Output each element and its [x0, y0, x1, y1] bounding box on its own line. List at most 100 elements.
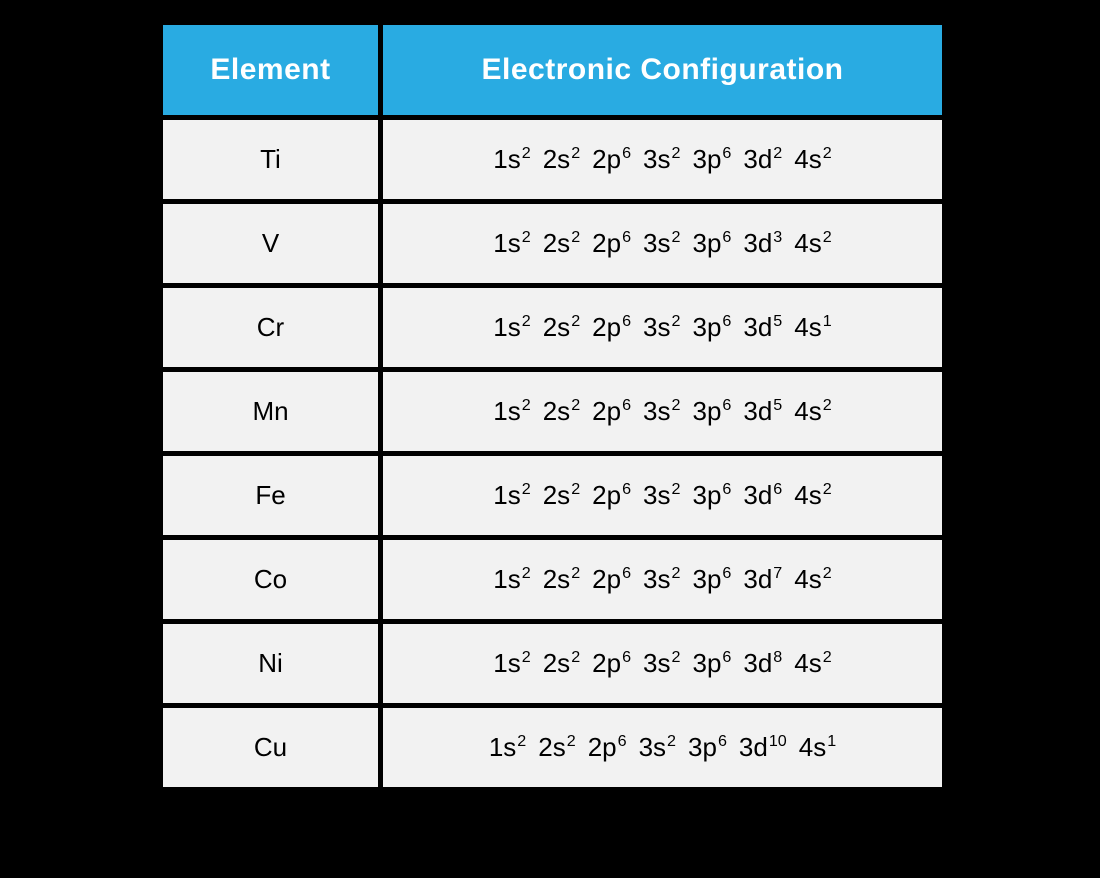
orbital-superscript: 2 [571, 144, 580, 162]
orbital-label: 1s [493, 228, 520, 258]
orbital-superscript: 2 [571, 396, 580, 414]
orbital-label: 4s [794, 480, 821, 510]
element-cell: V [161, 202, 381, 286]
orbital: 2s2 [543, 228, 580, 259]
orbital-superscript: 8 [773, 648, 782, 666]
orbital-label: 3s [643, 648, 670, 678]
orbital: 1s2 [493, 480, 530, 511]
orbital-superscript: 6 [773, 480, 782, 498]
orbital-label: 2p [592, 312, 621, 342]
orbital-label: 2p [592, 228, 621, 258]
orbital-superscript: 6 [622, 228, 631, 246]
orbital-label: 3p [692, 480, 721, 510]
orbital-superscript: 6 [722, 480, 731, 498]
orbital-label: 2p [592, 144, 621, 174]
config-cell: 1s22s22p63s23p63d54s1 [381, 286, 945, 370]
config-cell: 1s22s22p63s23p63d34s2 [381, 202, 945, 286]
orbital-superscript: 6 [622, 564, 631, 582]
orbital-label: 3d [743, 564, 772, 594]
stage: Element Electronic Configuration Ti1s22s… [0, 0, 1100, 878]
orbital: 3d5 [743, 396, 782, 427]
orbital: 3d8 [743, 648, 782, 679]
table-row: Co1s22s22p63s23p63d74s2 [161, 538, 945, 622]
col-header-config: Electronic Configuration [381, 23, 945, 118]
config-cell: 1s22s22p63s23p63d104s1 [381, 706, 945, 790]
orbital: 4s1 [794, 312, 831, 343]
orbital-label: 3d [743, 312, 772, 342]
table-row: Cu1s22s22p63s23p63d104s1 [161, 706, 945, 790]
orbital: 2p6 [592, 648, 631, 679]
orbital-label: 2s [543, 312, 570, 342]
orbital-label: 1s [493, 396, 520, 426]
orbital: 4s2 [794, 648, 831, 679]
orbital: 3s2 [643, 396, 680, 427]
orbital-label: 2s [543, 648, 570, 678]
orbital-superscript: 3 [773, 228, 782, 246]
config-cell: 1s22s22p63s23p63d24s2 [381, 118, 945, 202]
orbital: 1s2 [489, 732, 526, 763]
orbital-superscript: 2 [571, 648, 580, 666]
orbital-superscript: 2 [823, 648, 832, 666]
table-body: Ti1s22s22p63s23p63d24s2V1s22s22p63s23p63… [161, 118, 945, 790]
orbital: 3p6 [692, 648, 731, 679]
orbital-superscript: 2 [823, 228, 832, 246]
orbital-label: 2s [543, 228, 570, 258]
orbital-superscript: 6 [622, 312, 631, 330]
orbital-superscript: 6 [722, 144, 731, 162]
orbital-label: 3p [692, 564, 721, 594]
col-header-element: Element [161, 23, 381, 118]
orbital: 2p6 [592, 480, 631, 511]
orbital-superscript: 2 [522, 144, 531, 162]
orbital-label: 1s [489, 732, 516, 762]
orbital: 4s2 [794, 396, 831, 427]
orbital-label: 1s [493, 144, 520, 174]
orbital-label: 3d [743, 144, 772, 174]
config-cell: 1s22s22p63s23p63d54s2 [381, 370, 945, 454]
orbital: 2p6 [588, 732, 627, 763]
orbital-label: 1s [493, 312, 520, 342]
orbital: 3s2 [643, 648, 680, 679]
orbital-superscript: 2 [571, 564, 580, 582]
orbital: 2s2 [538, 732, 575, 763]
orbital-label: 4s [799, 732, 826, 762]
orbital-label: 2p [592, 480, 621, 510]
orbital: 2p6 [592, 228, 631, 259]
orbital-label: 2s [543, 480, 570, 510]
orbital-superscript: 6 [622, 480, 631, 498]
orbital-superscript: 2 [522, 228, 531, 246]
orbital: 4s2 [794, 564, 831, 595]
orbital-superscript: 6 [622, 144, 631, 162]
orbital-superscript: 2 [522, 648, 531, 666]
orbital: 3s2 [639, 732, 676, 763]
table-row: Mn1s22s22p63s23p63d54s2 [161, 370, 945, 454]
orbital-label: 3d [739, 732, 768, 762]
orbital-label: 4s [794, 312, 821, 342]
orbital-label: 4s [794, 144, 821, 174]
orbital: 4s2 [794, 144, 831, 175]
orbital-label: 1s [493, 648, 520, 678]
orbital: 3s2 [643, 480, 680, 511]
orbital: 2s2 [543, 144, 580, 175]
orbital: 3p6 [692, 312, 731, 343]
orbital: 2s2 [543, 396, 580, 427]
orbital-label: 3d [743, 228, 772, 258]
orbital-label: 1s [493, 564, 520, 594]
orbital-superscript: 2 [522, 396, 531, 414]
orbital: 3p6 [688, 732, 727, 763]
orbital-superscript: 2 [672, 648, 681, 666]
orbital-label: 3s [643, 564, 670, 594]
orbital-superscript: 2 [522, 480, 531, 498]
orbital-label: 2s [543, 564, 570, 594]
orbital-superscript: 2 [823, 144, 832, 162]
orbital-superscript: 2 [567, 732, 576, 750]
orbital-superscript: 5 [773, 396, 782, 414]
orbital: 4s1 [799, 732, 836, 763]
element-cell: Cr [161, 286, 381, 370]
orbital-superscript: 2 [672, 144, 681, 162]
orbital-label: 3p [692, 228, 721, 258]
orbital-label: 3p [692, 144, 721, 174]
orbital-superscript: 2 [571, 312, 580, 330]
orbital-label: 3p [692, 312, 721, 342]
orbital-superscript: 10 [769, 732, 787, 750]
orbital-superscript: 2 [672, 312, 681, 330]
